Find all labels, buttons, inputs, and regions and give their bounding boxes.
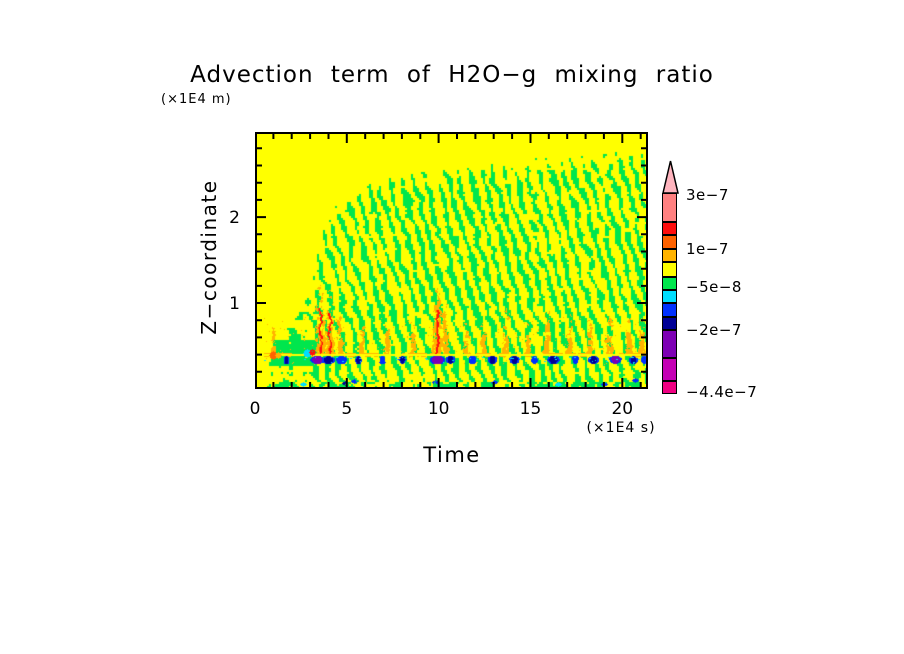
x-tick-label-15: 15 xyxy=(519,399,542,419)
colorbar-segment-purple xyxy=(663,331,676,359)
colorbar-segment-orangered xyxy=(663,236,676,250)
colorbar-segment-magenta xyxy=(663,359,676,382)
colorbar-segment-salmon xyxy=(663,194,676,223)
colorbar-segment-blue xyxy=(663,304,676,318)
colorbar-tick-label-3: −2e−7 xyxy=(686,321,742,339)
x-tick-label-20: 20 xyxy=(611,399,634,419)
colorbar-tick-label-0: 3e−7 xyxy=(686,186,729,204)
y-tick-label-2: 2 xyxy=(229,208,240,228)
colorbar-segment-cyan xyxy=(663,291,676,304)
x-tick-label-0: 0 xyxy=(249,399,261,419)
x-axis-unit-label: (×1E4 s) xyxy=(586,420,656,436)
colorbar-tick-label-1: 1e−7 xyxy=(686,240,729,258)
x-tick-label-10: 10 xyxy=(427,399,450,419)
colorbar-segment-navy xyxy=(663,318,676,331)
x-tick-label-5: 5 xyxy=(341,399,353,419)
colorbar-segment-red xyxy=(663,223,676,236)
chart-title: Advection term of H2O−g mixing ratio xyxy=(190,62,714,88)
y-axis-unit-label: (×1E4 m) xyxy=(161,92,232,107)
colorbar-overflow-arrow xyxy=(662,160,679,194)
colorbar-tick-label-4: −4.4e−7 xyxy=(686,383,758,401)
colorbar-tick-label-2: −5e−8 xyxy=(686,278,742,296)
x-axis-label: Time xyxy=(423,443,481,467)
colorbar-segment-yellow xyxy=(663,263,676,278)
colorbar xyxy=(662,193,677,394)
colorbar-segment-orange xyxy=(663,250,676,263)
y-tick-label-1: 1 xyxy=(229,294,240,314)
heatmap-plot-area xyxy=(255,132,648,389)
colorbar-segment-green xyxy=(663,278,676,291)
colorbar-segment-pink xyxy=(663,382,676,393)
